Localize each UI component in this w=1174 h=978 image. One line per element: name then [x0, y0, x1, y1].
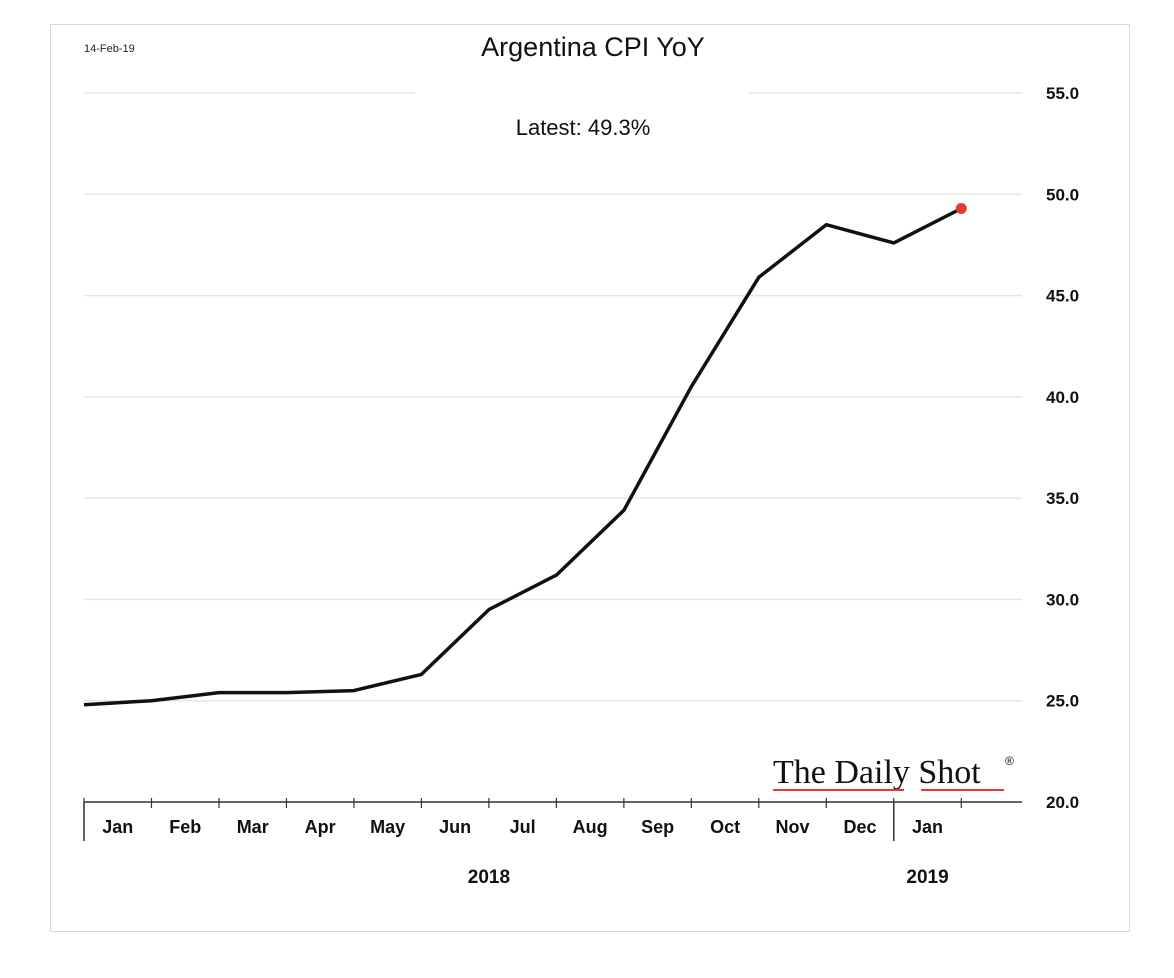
daily-shot-logo: The Daily Shot ® — [773, 754, 1014, 791]
x-tick-label: Jan — [102, 817, 133, 837]
x-tick-label: Dec — [844, 817, 877, 837]
x-tick-label: Nov — [776, 817, 810, 837]
y-tick-label: 25.0 — [1046, 692, 1079, 711]
chart-title: Argentina CPI YoY — [481, 32, 705, 62]
x-tick-label: Sep — [641, 817, 674, 837]
x-tick-label: Feb — [169, 817, 201, 837]
logo-text: The Daily Shot — [773, 754, 981, 791]
y-tick-label: 35.0 — [1046, 489, 1079, 508]
chart-frame: 14-Feb-19 Argentina CPI YoY Latest: 49.3… — [50, 24, 1130, 932]
y-tick-label: 30.0 — [1046, 590, 1079, 609]
y-axis: 55.0 50.0 45.0 40.0 35.0 30.0 25.0 20.0 — [1046, 84, 1079, 812]
x-tick-label: Jul — [510, 817, 536, 837]
x-tick-label: May — [370, 817, 405, 837]
year-label: 2018 — [468, 867, 510, 888]
series-layer — [83, 202, 967, 707]
y-tick-label: 20.0 — [1046, 793, 1079, 812]
x-tick-label: Apr — [305, 817, 336, 837]
date-stamp: 14-Feb-19 — [84, 43, 135, 55]
latest-point-marker — [955, 202, 967, 214]
year-label: 2019 — [906, 867, 948, 888]
y-tick-label: 50.0 — [1046, 185, 1079, 204]
logo-registered-mark: ® — [1005, 754, 1014, 768]
x-tick-label: Mar — [237, 817, 269, 837]
x-tick-label: Oct — [710, 817, 740, 837]
x-tick-label: Jan — [912, 817, 943, 837]
y-tick-label: 40.0 — [1046, 388, 1079, 407]
x-axis: Jan Feb Mar Apr May Jun Jul Aug Sep Oct Nov Dec Jan 2… — [83, 798, 1022, 888]
latest-annotation: Latest: 49.3% — [516, 115, 651, 140]
y-tick-label: 45.0 — [1046, 287, 1079, 306]
x-tick-label: Jun — [439, 817, 471, 837]
y-tick-label: 55.0 — [1046, 84, 1079, 103]
cpi-line-chart: 14-Feb-19 Argentina CPI YoY Latest: 49.3… — [83, 32, 1079, 888]
cpi-series-line — [83, 206, 963, 707]
x-tick-label: Aug — [573, 817, 608, 837]
gridlines — [84, 92, 1022, 702]
